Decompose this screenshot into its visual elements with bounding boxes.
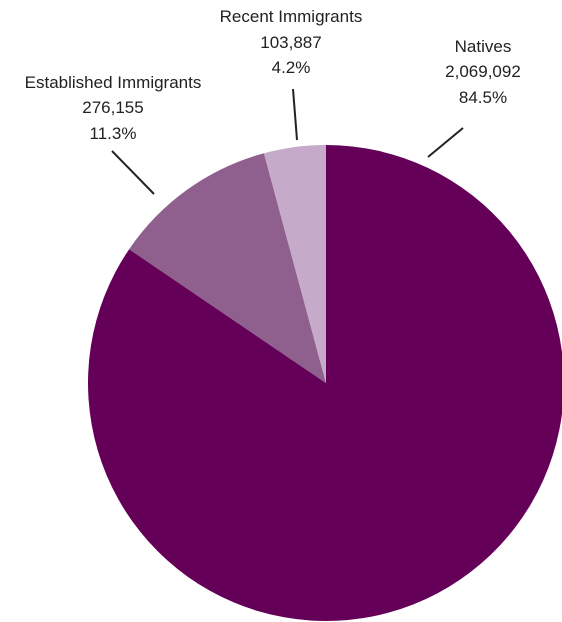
natives-label-group: Natives 2,069,092 84.5%	[445, 37, 521, 107]
natives-label-count: 2,069,092	[445, 62, 521, 81]
established-immigrants-leader-line	[111, 150, 155, 195]
pie-slices	[88, 145, 562, 621]
recent-immigrants-label-group: Recent Immigrants 103,887 4.2%	[220, 7, 363, 77]
recent-immigrants-slice	[263, 145, 326, 383]
established-immigrants-label-percent: 11.3%	[90, 124, 137, 143]
recent-immigrants-label-count: 103,887	[260, 33, 321, 52]
recent-immigrants-label-name: Recent Immigrants	[220, 7, 363, 26]
natives-label-percent: 84.5%	[459, 88, 507, 107]
natives-leader-line	[427, 127, 464, 158]
recent-immigrants-leader-line	[292, 88, 298, 141]
established-immigrants-slice	[129, 153, 326, 383]
natives-slice	[88, 145, 562, 621]
recent-immigrants-label-percent: 4.2%	[272, 58, 311, 77]
leader-lines	[111, 88, 464, 195]
established-immigrants-label-count: 276,155	[82, 98, 143, 117]
established-immigrants-label-name: Established Immigrants	[25, 73, 202, 92]
established-immigrants-label-group: Established Immigrants 276,155 11.3%	[25, 73, 202, 143]
natives-label-name: Natives	[455, 37, 512, 56]
